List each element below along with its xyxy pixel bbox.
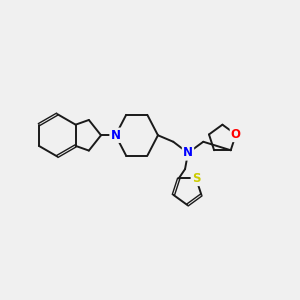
Text: S: S [192,172,200,185]
Text: N: N [183,146,193,159]
Text: O: O [231,128,241,141]
Text: N: N [110,129,121,142]
